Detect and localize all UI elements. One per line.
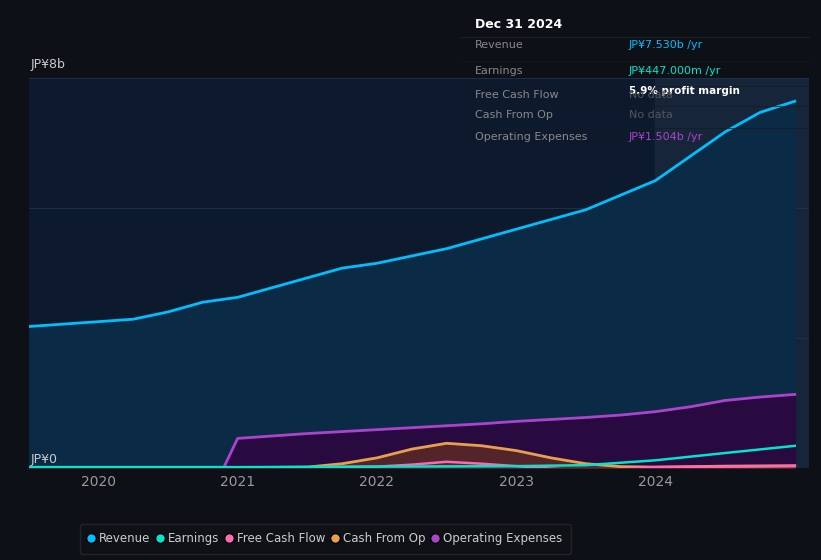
Text: Operating Expenses: Operating Expenses [475,132,588,142]
Text: No data: No data [629,90,672,100]
Text: No data: No data [629,110,672,120]
Bar [655,78,809,468]
Text: Cash From Op: Cash From Op [475,110,553,120]
Text: JP¥8b: JP¥8b [30,58,65,71]
Text: Free Cash Flow: Free Cash Flow [475,90,559,100]
Legend: Revenue, Earnings, Free Cash Flow, Cash From Op, Operating Expenses: Revenue, Earnings, Free Cash Flow, Cash … [80,524,571,554]
Text: Earnings: Earnings [475,66,524,76]
Text: JP¥7.530b /yr: JP¥7.530b /yr [629,40,703,50]
Text: 5.9% profit margin: 5.9% profit margin [629,86,740,96]
Text: JP¥447.000m /yr: JP¥447.000m /yr [629,66,722,76]
Text: Dec 31 2024: Dec 31 2024 [475,18,562,31]
Text: JP¥1.504b /yr: JP¥1.504b /yr [629,132,703,142]
Text: Revenue: Revenue [475,40,524,50]
Text: JP¥0: JP¥0 [30,452,57,466]
